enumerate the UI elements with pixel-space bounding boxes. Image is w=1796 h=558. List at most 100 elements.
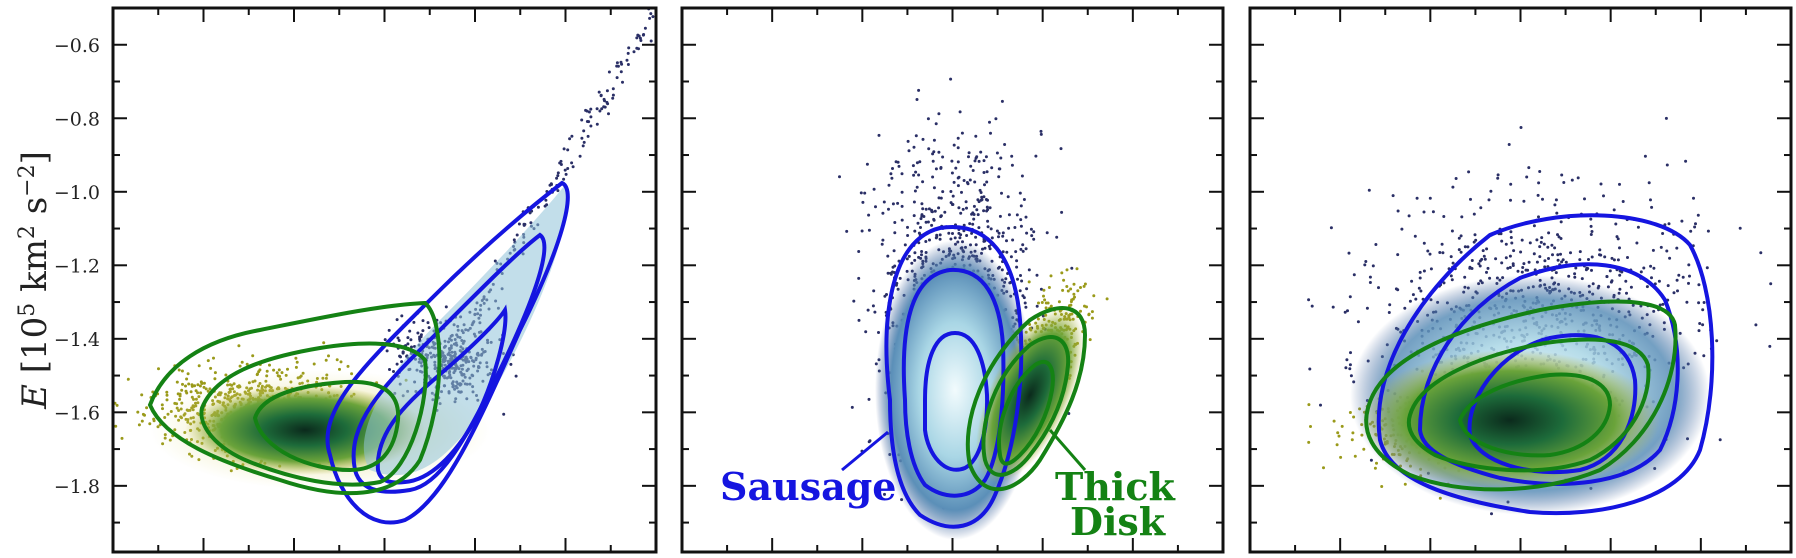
data-point xyxy=(1650,205,1654,209)
data-point xyxy=(881,211,885,215)
data-point xyxy=(924,240,928,243)
data-point xyxy=(1482,254,1486,258)
data-point xyxy=(867,228,871,232)
data-point xyxy=(1014,250,1018,254)
data-point xyxy=(602,97,606,101)
data-point xyxy=(1642,266,1646,270)
data-point xyxy=(860,229,864,233)
data-point xyxy=(1047,286,1051,289)
data-point xyxy=(1388,303,1392,307)
data-point xyxy=(1538,170,1542,173)
data-point xyxy=(986,225,990,229)
data-point xyxy=(941,155,945,159)
data-point xyxy=(1408,299,1412,303)
data-point xyxy=(1689,229,1693,233)
data-point xyxy=(178,392,182,396)
data-point xyxy=(1329,226,1333,230)
data-point xyxy=(1369,458,1373,462)
data-point xyxy=(999,156,1003,160)
data-point xyxy=(1661,302,1665,306)
data-point xyxy=(885,293,888,296)
data-point xyxy=(338,367,341,371)
panel-2-sausage-contour-inner xyxy=(923,330,990,472)
data-point xyxy=(339,360,343,364)
data-point xyxy=(1538,255,1542,259)
data-point xyxy=(1561,258,1565,262)
panel-2-ticks xyxy=(682,8,1223,552)
data-point xyxy=(401,350,405,354)
data-point xyxy=(931,152,935,156)
data-point xyxy=(582,129,586,133)
data-point xyxy=(571,165,575,169)
data-point xyxy=(1065,285,1069,288)
data-point xyxy=(1375,461,1378,465)
data-point xyxy=(882,200,886,204)
data-point xyxy=(1486,266,1490,270)
data-point xyxy=(1473,233,1477,237)
data-point xyxy=(1332,419,1336,423)
panel-3-ticks xyxy=(1250,8,1791,552)
data-point xyxy=(1535,260,1539,264)
data-point xyxy=(1072,292,1076,296)
data-point xyxy=(115,403,119,407)
data-point xyxy=(1527,166,1531,170)
panel-1-disk-contour-inner xyxy=(252,379,401,473)
data-point xyxy=(1020,174,1024,178)
data-point xyxy=(1307,298,1311,302)
data-point xyxy=(1553,246,1557,250)
data-point xyxy=(1525,175,1529,179)
data-point xyxy=(406,342,410,346)
data-point xyxy=(960,190,963,194)
data-point xyxy=(651,15,655,19)
data-point xyxy=(444,305,448,309)
data-point xyxy=(1546,245,1550,249)
data-point xyxy=(1624,279,1628,283)
data-point xyxy=(915,161,919,165)
data-point xyxy=(1614,222,1618,226)
data-point xyxy=(957,175,961,179)
data-point xyxy=(918,160,922,164)
data-point xyxy=(265,369,269,373)
data-point xyxy=(597,90,601,94)
data-point xyxy=(907,149,911,153)
data-point xyxy=(141,412,145,416)
data-point xyxy=(1639,270,1643,274)
data-point xyxy=(937,196,941,200)
data-point xyxy=(914,134,918,138)
data-point xyxy=(1616,237,1620,241)
data-point xyxy=(956,184,960,188)
data-point xyxy=(1373,466,1377,470)
data-point xyxy=(209,366,213,370)
data-point xyxy=(1010,154,1014,158)
data-point xyxy=(137,423,141,427)
data-point xyxy=(606,102,610,106)
data-point xyxy=(1560,173,1564,177)
data-point xyxy=(1003,143,1007,146)
data-point xyxy=(589,124,593,128)
data-point xyxy=(1087,312,1091,316)
data-point xyxy=(1072,282,1076,286)
data-point xyxy=(1489,189,1493,193)
data-point xyxy=(286,367,289,371)
data-point xyxy=(1440,242,1444,246)
data-point xyxy=(1362,447,1366,451)
data-point xyxy=(1688,274,1691,278)
data-point xyxy=(637,34,641,38)
data-point xyxy=(611,96,615,100)
data-point xyxy=(886,254,890,258)
data-point xyxy=(603,105,607,109)
data-point xyxy=(1310,304,1314,308)
data-point xyxy=(959,233,963,237)
data-point xyxy=(883,492,886,496)
data-point xyxy=(971,169,975,172)
data-point xyxy=(1349,351,1352,355)
data-point xyxy=(988,206,992,210)
data-point xyxy=(1477,262,1481,266)
data-point xyxy=(600,107,604,111)
data-point xyxy=(958,236,962,240)
data-point xyxy=(1350,438,1354,442)
data-point xyxy=(421,329,425,333)
data-point xyxy=(1066,289,1070,293)
data-point xyxy=(1348,411,1352,414)
data-point xyxy=(312,362,316,366)
